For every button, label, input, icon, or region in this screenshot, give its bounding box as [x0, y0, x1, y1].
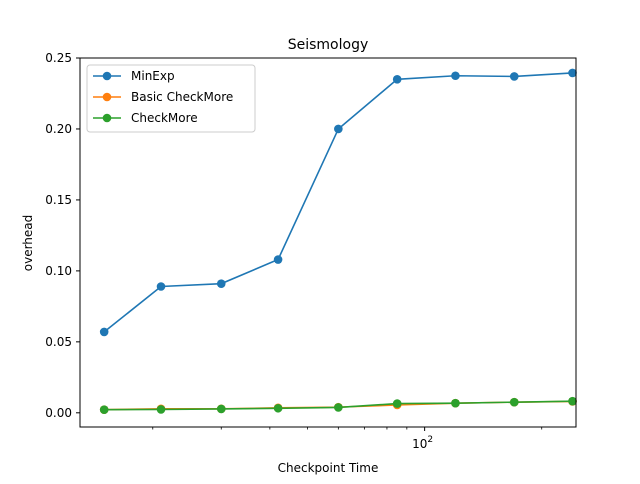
data-point	[99, 405, 109, 414]
data-point	[334, 403, 343, 412]
y-tick-label: 0.15	[45, 193, 72, 207]
y-axis-label: overhead	[21, 215, 35, 272]
y-tick-label: 0.00	[45, 406, 72, 420]
plot-frame	[79, 57, 577, 428]
y-tick-label: 0.20	[45, 122, 72, 136]
legend-swatch-marker	[102, 92, 112, 102]
legend-swatch-marker	[102, 71, 112, 81]
series-0	[99, 68, 577, 337]
legend-label: MinExp	[131, 69, 175, 83]
x-axis-label: Checkpoint Time	[278, 461, 379, 475]
data-point	[216, 279, 226, 288]
data-point	[509, 397, 519, 407]
data-point	[273, 403, 283, 413]
series-2	[99, 396, 577, 414]
axis-ticks: 0.00 0.05 0.10 0.15 0.20 0.25 102	[45, 51, 543, 451]
data-point	[451, 398, 460, 408]
series-layer	[99, 68, 577, 414]
data-point	[273, 255, 283, 264]
y-tick-label: 0.25	[45, 51, 72, 65]
data-point	[392, 399, 402, 408]
legend-label: Basic CheckMore	[131, 90, 233, 104]
data-point	[156, 282, 166, 291]
legend-box	[86, 64, 256, 133]
data-point	[451, 71, 460, 81]
legend-swatch-marker	[102, 113, 112, 123]
legend-label: CheckMore	[131, 111, 198, 125]
data-point	[509, 72, 519, 81]
data-point	[392, 74, 402, 84]
data-point	[156, 405, 166, 414]
chart-title: Seismology	[288, 37, 369, 53]
y-tick-label: 0.10	[45, 264, 72, 278]
data-point	[568, 396, 577, 406]
x-tick-label: 102	[412, 435, 433, 451]
legend: MinExp Basic CheckMore CheckMore	[86, 64, 256, 133]
data-point	[216, 404, 226, 414]
data-point	[99, 327, 109, 337]
y-tick-label: 0.05	[45, 335, 72, 349]
data-point	[568, 68, 577, 78]
data-point	[334, 124, 343, 134]
